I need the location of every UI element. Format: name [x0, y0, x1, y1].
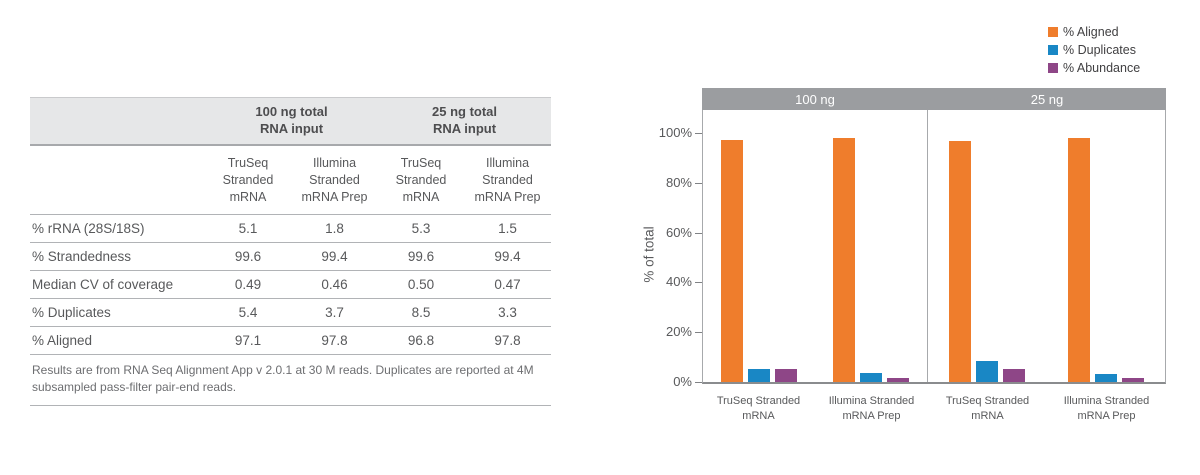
- column-group-100ng: 100 ng total RNA input: [205, 96, 378, 146]
- plot-area: [702, 110, 1166, 384]
- bar-duplicates: [1094, 374, 1117, 382]
- chart-panel-100ng: [703, 110, 928, 382]
- cell-value: 0.47: [464, 270, 552, 300]
- bar-aligned: [1067, 138, 1090, 382]
- bar-abundance: [1003, 369, 1026, 382]
- bar-group: [703, 110, 815, 382]
- panel-header-25ng: 25 ng: [1030, 91, 1064, 107]
- cell-value: 99.4: [291, 242, 378, 272]
- legend-item-duplicates: % Duplicates: [1048, 43, 1140, 57]
- metrics-table-grid: 100 ng total RNA input 25 ng total RNA i…: [30, 96, 552, 406]
- y-tick-mark: [695, 332, 702, 334]
- cell-value: 5.1: [205, 214, 291, 244]
- metrics-table: 100 ng total RNA input 25 ng total RNA i…: [30, 96, 552, 406]
- cell-value: 1.8: [291, 214, 378, 244]
- bar-aligned: [833, 138, 855, 382]
- chart-legend: % Aligned % Duplicates % Abundance: [1048, 25, 1140, 75]
- column-header: TruSeq Stranded mRNA: [205, 144, 291, 216]
- table-footnote-row: Results are from RNA Seq Alignment App v…: [30, 354, 552, 406]
- x-label-panel: TruSeq Stranded mRNA Illumina Stranded mR…: [702, 394, 928, 424]
- column-header: Illumina Stranded mRNA Prep: [464, 144, 552, 216]
- y-axis-title: % of total: [641, 226, 657, 283]
- cell-value: 0.49: [205, 270, 291, 300]
- bar-abundance: [1121, 378, 1144, 382]
- cell-value: 8.5: [378, 298, 464, 328]
- table-input-group-row: 100 ng total RNA input 25 ng total RNA i…: [30, 96, 552, 146]
- table-row: % Strandedness 99.6 99.4 99.6 99.4: [30, 242, 552, 272]
- legend-item-abundance: % Abundance: [1048, 61, 1140, 75]
- table-subheader-row: TruSeq Stranded mRNA Illumina Stranded m…: [30, 144, 552, 216]
- table-row: % rRNA (28S/18S) 5.1 1.8 5.3 1.5: [30, 214, 552, 244]
- y-tick-label: 80%: [665, 174, 692, 190]
- cell-value: 99.4: [464, 242, 552, 272]
- x-category-label: Illumina Stranded mRNA Prep: [1063, 395, 1150, 422]
- y-tick-label: 100%: [658, 125, 692, 140]
- row-label: % Duplicates: [30, 298, 205, 328]
- bar-group: [928, 110, 1047, 382]
- table-corner-cell: [30, 144, 205, 216]
- row-label: Median CV of coverage: [30, 270, 205, 300]
- bar-duplicates: [860, 373, 882, 382]
- y-tick-label: 40%: [665, 274, 692, 290]
- legend-swatch-icon: [1048, 27, 1058, 37]
- legend-item-aligned: % Aligned: [1048, 25, 1140, 39]
- table-row: Median CV of coverage 0.49 0.46 0.50 0.47: [30, 270, 552, 300]
- y-tick-label: 0%: [673, 374, 692, 389]
- y-tick-mark: [695, 133, 702, 134]
- cell-value: 5.4: [205, 298, 291, 328]
- x-category-label: Illumina Stranded mRNA Prep: [828, 395, 915, 422]
- table-footnote: Results are from RNA Seq Alignment App v…: [30, 354, 552, 406]
- cell-value: 0.50: [378, 270, 464, 300]
- row-label: % rRNA (28S/18S): [30, 214, 205, 244]
- cell-value: 0.46: [291, 270, 378, 300]
- bar-group: [815, 110, 927, 382]
- cell-value: 99.6: [205, 242, 291, 272]
- y-tick-mark: [695, 232, 702, 234]
- bar-aligned: [949, 141, 972, 382]
- y-tick-label: 20%: [665, 324, 692, 340]
- cell-value: 97.8: [464, 326, 552, 356]
- legend-swatch-icon: [1048, 63, 1058, 73]
- cell-value: 5.3: [378, 214, 464, 244]
- x-axis-labels: TruSeq Stranded mRNA Illumina Stranded mR…: [702, 394, 1166, 424]
- x-category-label: TruSeq Stranded mRNA: [716, 395, 801, 422]
- bar-abundance: [887, 378, 909, 382]
- table-corner-cell: [30, 96, 205, 146]
- row-label: % Aligned: [30, 326, 205, 356]
- panel-header-band: 100 ng 25 ng: [702, 88, 1166, 110]
- column-group-25ng: 25 ng total RNA input: [378, 96, 552, 146]
- bar-aligned: [721, 140, 743, 382]
- cell-value: 96.8: [378, 326, 464, 356]
- x-category-label: TruSeq Stranded mRNA: [945, 395, 1030, 422]
- cell-value: 1.5: [464, 214, 552, 244]
- bar-duplicates: [976, 361, 999, 382]
- bar-duplicates: [748, 369, 770, 382]
- y-tick-label: 60%: [665, 224, 692, 240]
- bar-abundance: [775, 369, 797, 382]
- legend-label: % Duplicates: [1063, 43, 1136, 57]
- panel-header-100ng: 100 ng: [795, 91, 835, 107]
- cell-value: 97.8: [291, 326, 378, 356]
- cell-value: 3.7: [291, 298, 378, 328]
- column-header: Illumina Stranded mRNA Prep: [291, 144, 378, 216]
- cell-value: 99.6: [378, 242, 464, 272]
- column-header: TruSeq Stranded mRNA: [378, 144, 464, 216]
- table-row: % Duplicates 5.4 3.7 8.5 3.3: [30, 298, 552, 328]
- y-tick-mark: [695, 282, 702, 284]
- legend-swatch-icon: [1048, 45, 1058, 55]
- y-tick-mark: [695, 182, 702, 184]
- chart-panel-25ng: [928, 110, 1165, 382]
- bar-group: [1047, 110, 1166, 382]
- cell-value: 97.1: [205, 326, 291, 356]
- y-tick-mark: [695, 382, 702, 383]
- cell-value: 3.3: [464, 298, 552, 328]
- row-label: % Strandedness: [30, 242, 205, 272]
- legend-label: % Abundance: [1063, 61, 1141, 75]
- legend-label: % Aligned: [1063, 25, 1119, 39]
- table-body: % rRNA (28S/18S) 5.1 1.8 5.3 1.5% Strandedne…: [30, 214, 552, 356]
- table-row: % Aligned 97.1 97.8 96.8 97.8: [30, 326, 552, 356]
- x-label-panel: TruSeq Stranded mRNA Illumina Stranded mR…: [928, 394, 1166, 424]
